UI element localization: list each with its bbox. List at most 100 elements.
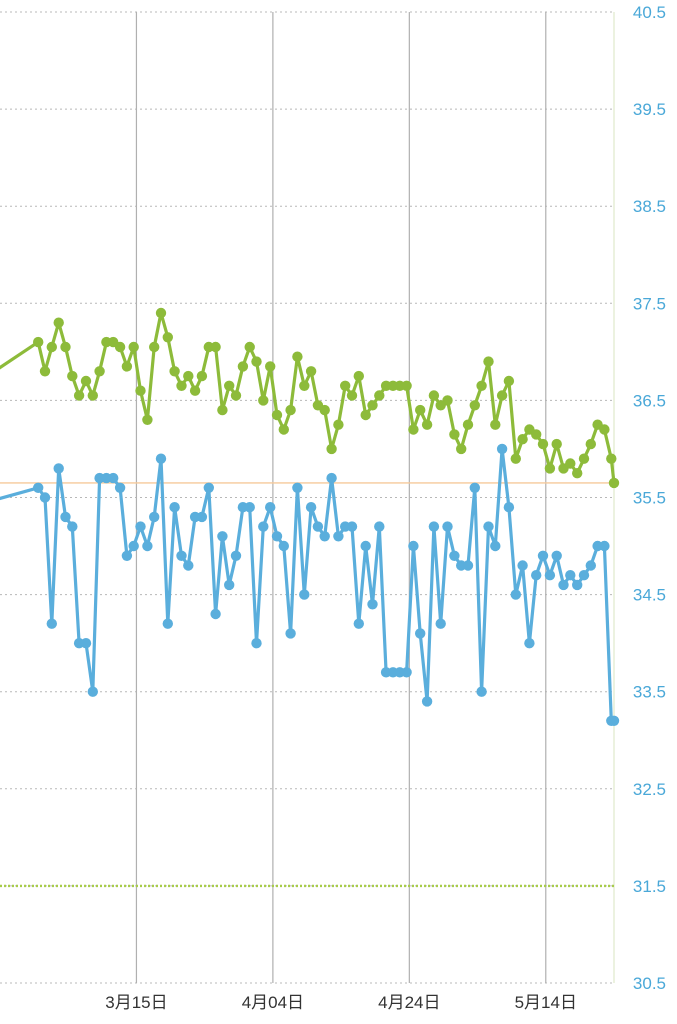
data-point-series-1 <box>346 390 358 401</box>
data-point-series-2 <box>367 599 378 610</box>
data-point-series-2 <box>196 511 208 523</box>
data-point-series-2 <box>251 638 262 649</box>
series-line-2 <box>0 447 616 723</box>
data-point-series-2 <box>155 453 167 464</box>
data-point-series-2 <box>265 502 276 513</box>
data-point-series-2 <box>544 570 556 581</box>
data-point-series-1 <box>299 380 310 391</box>
data-point-series-2 <box>510 589 521 600</box>
data-point-series-2 <box>108 472 119 484</box>
data-point-series-2 <box>435 618 446 629</box>
data-point-series-2 <box>537 550 549 561</box>
data-point-series-2 <box>483 521 494 532</box>
data-point-series-1 <box>135 385 146 396</box>
data-point-series-1 <box>258 395 269 406</box>
x-tick-label: 3月15日 <box>105 993 167 1012</box>
data-point-series-2 <box>128 540 139 552</box>
y-tick-label: 33.5 <box>633 683 666 702</box>
data-point-series-2 <box>333 531 344 542</box>
data-point-series-1 <box>60 341 71 353</box>
y-tick-label: 32.5 <box>633 780 666 799</box>
data-point-series-2 <box>462 560 474 571</box>
data-point-series-2 <box>149 511 160 523</box>
y-tick-label: 37.5 <box>633 294 666 313</box>
data-point-series-2 <box>203 482 214 493</box>
data-point-series-2 <box>67 521 78 532</box>
data-point-series-1 <box>189 385 201 396</box>
data-point-series-1 <box>73 390 85 401</box>
data-point-series-2 <box>46 618 57 629</box>
data-point-series-1 <box>374 390 385 401</box>
data-point-series-1 <box>469 400 480 411</box>
y-tick-label: 31.5 <box>633 877 666 896</box>
data-point-series-2 <box>87 686 99 697</box>
data-point-series-2 <box>496 443 508 455</box>
data-point-series-1 <box>142 414 153 425</box>
data-point-series-2 <box>524 638 535 649</box>
data-point-series-2 <box>476 686 487 697</box>
data-point-series-1 <box>462 419 474 430</box>
data-point-series-1 <box>503 375 515 387</box>
data-point-series-1 <box>217 404 228 416</box>
data-point-series-1 <box>456 443 467 455</box>
data-point-series-1 <box>285 404 296 416</box>
data-point-series-1 <box>476 380 487 391</box>
data-point-series-2 <box>490 540 501 552</box>
data-point-series-1 <box>80 375 92 387</box>
data-point-series-1 <box>53 317 64 328</box>
data-point-series-1 <box>565 458 576 469</box>
data-point-series-1 <box>353 370 364 382</box>
data-point-series-2 <box>53 463 64 474</box>
data-point-series-2 <box>292 482 303 493</box>
data-point-series-1 <box>599 424 610 435</box>
data-point-series-2 <box>346 521 358 532</box>
data-point-series-2 <box>326 472 337 484</box>
data-point-series-2 <box>135 521 146 532</box>
data-point-series-1 <box>196 370 208 382</box>
data-point-series-2 <box>224 579 235 591</box>
data-point-series-1 <box>408 424 419 435</box>
data-point-series-2 <box>33 482 44 493</box>
data-point-series-1 <box>67 370 78 382</box>
x-tick-label: 5月14日 <box>515 993 577 1012</box>
data-point-series-2 <box>142 540 153 552</box>
data-point-series-2 <box>353 618 364 629</box>
y-tick-label: 36.5 <box>633 391 666 410</box>
data-point-series-1 <box>162 332 173 343</box>
data-point-series-2 <box>503 502 515 513</box>
y-tick-label: 38.5 <box>633 197 666 216</box>
data-point-series-1 <box>39 366 51 377</box>
data-point-series-2 <box>39 492 51 503</box>
data-point-series-2 <box>585 560 596 571</box>
data-point-series-2 <box>599 540 610 552</box>
data-point-series-2 <box>572 579 583 591</box>
y-tick-label: 35.5 <box>633 489 666 508</box>
data-point-series-2 <box>360 540 371 552</box>
data-point-series-1 <box>606 453 617 464</box>
data-point-series-2 <box>517 560 528 571</box>
data-point-series-2 <box>169 502 180 513</box>
data-point-series-1 <box>340 380 351 391</box>
y-tick-label: 30.5 <box>633 974 666 993</box>
data-point-series-1 <box>517 434 528 445</box>
data-point-series-1 <box>149 341 160 353</box>
data-point-series-1 <box>367 400 378 411</box>
data-point-series-1 <box>33 336 44 348</box>
data-point-series-1 <box>237 361 249 372</box>
data-point-series-1 <box>578 453 590 464</box>
data-point-series-1 <box>496 390 508 401</box>
data-point-series-2 <box>278 540 289 552</box>
data-point-series-2 <box>285 628 296 639</box>
data-point-series-1 <box>251 356 262 367</box>
data-point-series-1 <box>483 356 494 367</box>
data-point-series-1 <box>278 424 289 435</box>
y-tick-label: 39.5 <box>633 100 666 119</box>
data-point-series-1 <box>537 438 549 450</box>
data-point-series-1 <box>360 409 371 421</box>
data-point-series-1 <box>292 351 303 362</box>
data-point-series-1 <box>572 468 583 479</box>
series-points <box>33 307 620 726</box>
data-point-series-2 <box>551 550 562 561</box>
data-point-series-2 <box>374 521 385 532</box>
